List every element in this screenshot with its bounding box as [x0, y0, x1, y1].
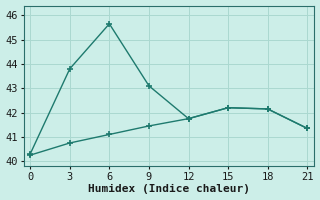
X-axis label: Humidex (Indice chaleur): Humidex (Indice chaleur) [88, 184, 250, 194]
